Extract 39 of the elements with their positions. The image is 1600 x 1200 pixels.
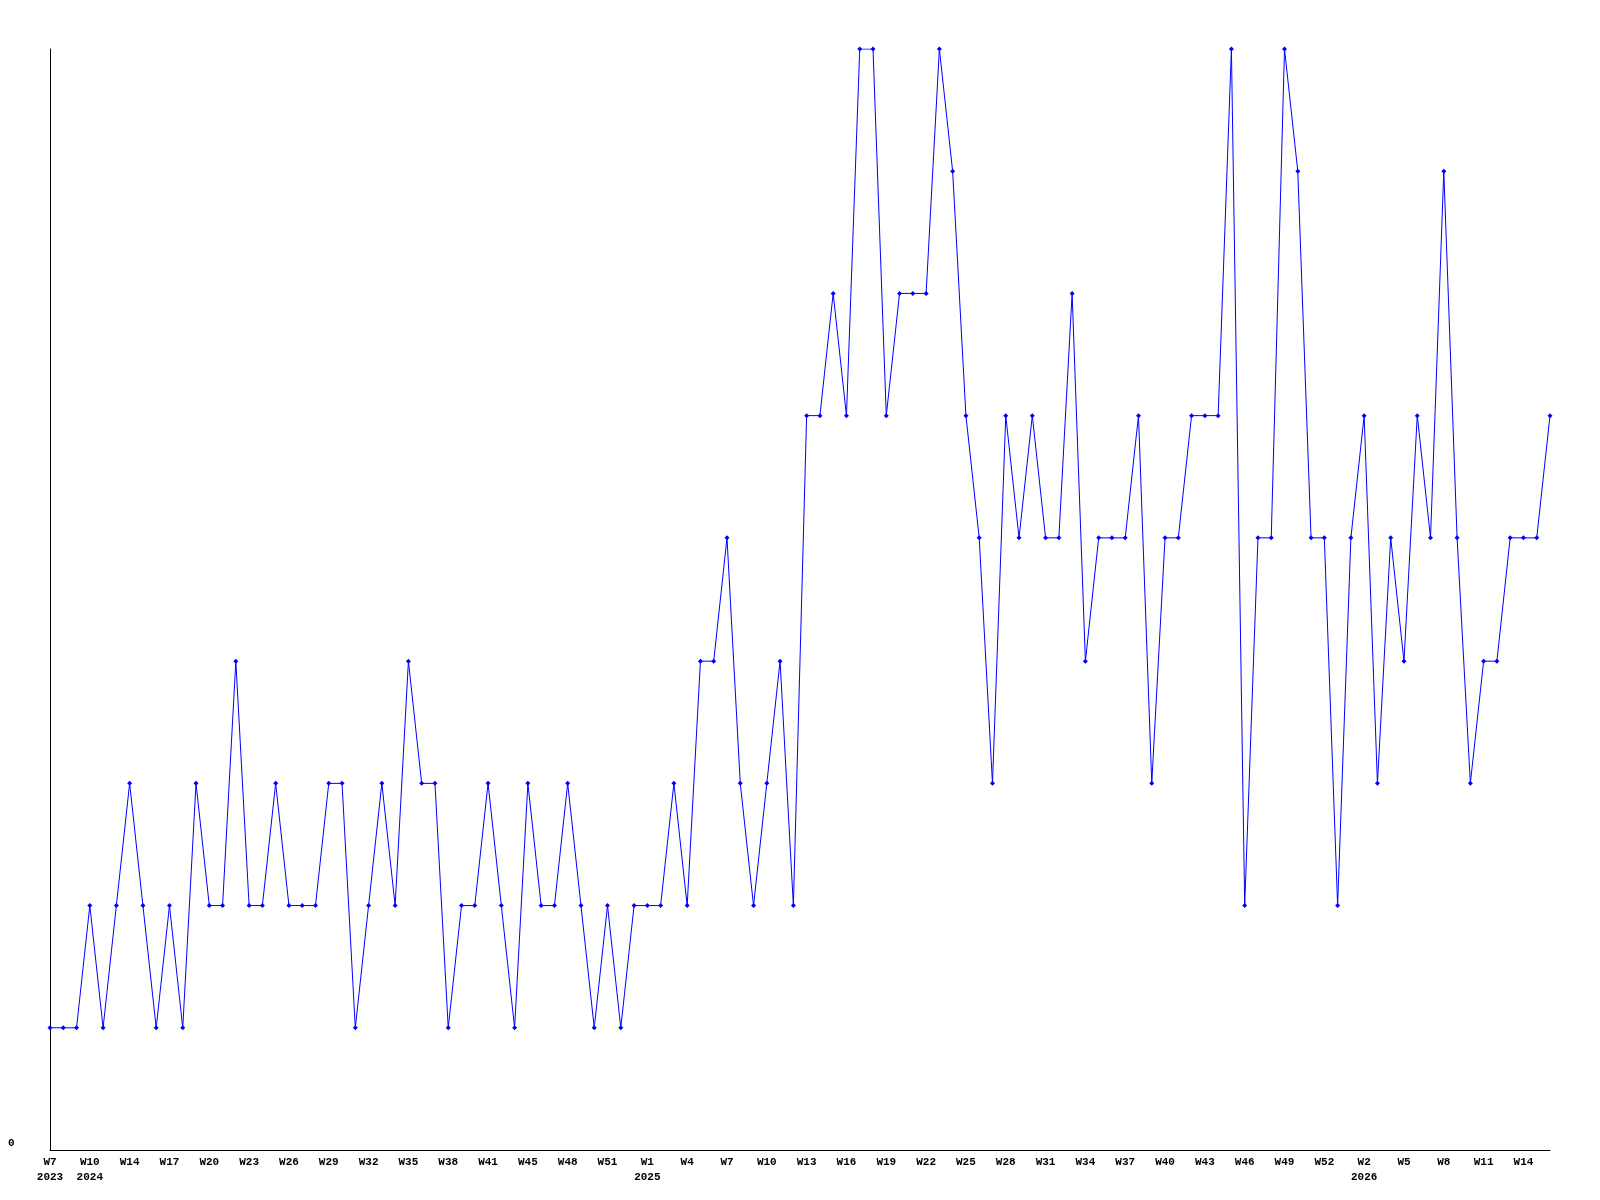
x-tick-label: W37 xyxy=(1115,1155,1136,1168)
x-tick-label: W29 xyxy=(318,1155,339,1168)
x-tick-label: W43 xyxy=(1194,1155,1216,1168)
x-tick-label: W25 xyxy=(956,1155,977,1168)
x-tick-label: W41 xyxy=(478,1155,499,1168)
x-tick-label: W10 xyxy=(756,1155,777,1168)
x-tick-label: W23 xyxy=(239,1155,260,1168)
x-tick-label: W17 xyxy=(159,1155,180,1168)
x-tick-label: W11 xyxy=(1473,1155,1494,1168)
x-tick-label: W2 2026 xyxy=(1350,1155,1378,1183)
x-tick-label: W52 xyxy=(1314,1155,1335,1168)
x-tick-label: W26 xyxy=(279,1155,299,1168)
x-tick-label: W48 xyxy=(557,1155,578,1168)
x-tick-label: W1 2025 xyxy=(634,1155,661,1183)
x-tick-label: W46 xyxy=(1234,1155,1255,1168)
x-tick-label: W7 xyxy=(720,1155,734,1168)
x-tick-label: W28 xyxy=(995,1155,1017,1168)
x-tick-label: W10 2024 xyxy=(76,1155,104,1183)
x-tick-label: W4 xyxy=(680,1155,695,1168)
x-tick-label: W32 xyxy=(358,1155,379,1168)
x-tick-label: W20 xyxy=(199,1155,220,1168)
x-tick-label: W40 xyxy=(1155,1155,1175,1168)
text: 0 xyxy=(8,1136,15,1149)
x-tick-label: W16 xyxy=(836,1155,857,1168)
x-tick-label: W13 xyxy=(796,1155,817,1168)
x-tick-label: W5 xyxy=(1397,1155,1411,1168)
x-tick-label: W45 xyxy=(517,1155,539,1168)
x-tick-label: W31 xyxy=(1035,1155,1056,1168)
x-tick-label: W49 xyxy=(1274,1155,1295,1168)
x-tick-label: W7 2023 xyxy=(36,1155,64,1183)
x-tick-label: W51 xyxy=(597,1155,618,1168)
x-tick-label: W35 xyxy=(398,1155,419,1168)
x-tick-label: W34 xyxy=(1075,1155,1096,1168)
x-tick-label: W14 xyxy=(119,1155,140,1168)
x-tick-label: W19 xyxy=(876,1155,897,1168)
x-tick-label: W8 xyxy=(1437,1155,1451,1168)
x-tick-label: W38 xyxy=(438,1155,459,1168)
x-tick-label: W22 xyxy=(916,1155,937,1168)
x-tick-label: W14 xyxy=(1513,1155,1534,1168)
